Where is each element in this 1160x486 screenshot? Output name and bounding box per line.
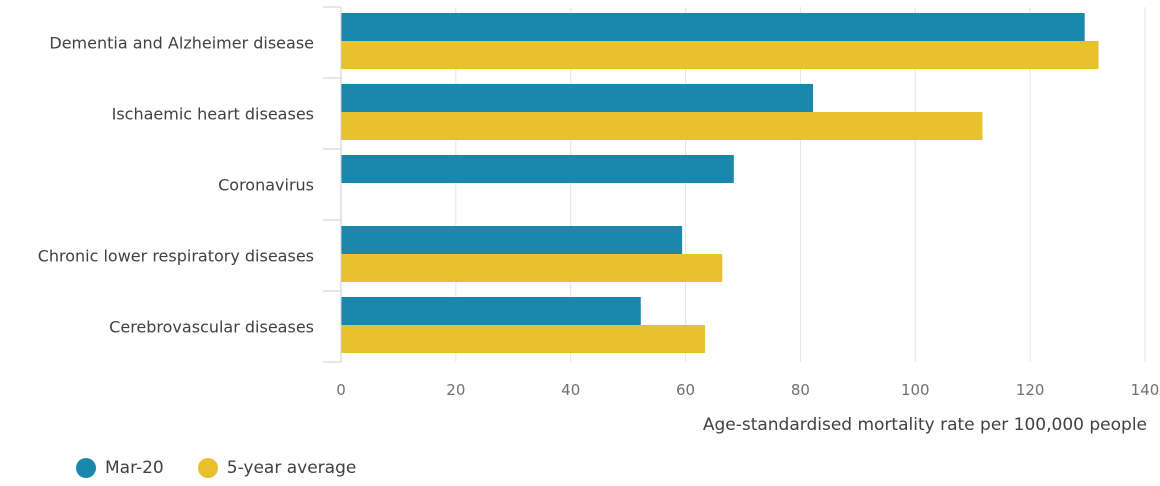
x-axis-title: Age-standardised mortality rate per 100,… (703, 415, 1147, 435)
bar-mar-20-cerebrovascular-diseases[interactable] (341, 297, 641, 325)
x-tick-label-0: 0 (336, 381, 346, 399)
bar-mar-20-ischaemic-heart-diseases[interactable] (341, 84, 814, 112)
legend-marker-5-year-average (197, 458, 218, 478)
bar-chart: 0 20 40 60 80 100 120 140 Dementia and Alzheimer… (38, 6, 1160, 435)
x-tick-label-20: 20 (446, 381, 465, 399)
x-tick-label-140: 140 (1131, 381, 1160, 399)
legend-label-mar-20: Mar-20 (105, 458, 164, 478)
bar-mar-20-chronic-lower-respiratory-diseases[interactable] (341, 226, 683, 254)
legend-label-5-year-average: 5-year average (226, 458, 357, 478)
category-label-coronavirus: Coronavirus (218, 176, 314, 195)
bar-5-year-average-chronic-lower-respiratory-diseases[interactable] (341, 254, 723, 282)
labels: 0 20 40 60 80 100 120 140 Dementia and Alzheimer… (38, 34, 1160, 400)
x-tick-label-100: 100 (901, 381, 930, 399)
category-label-cerebrovascular-diseases: Cerebrovascular diseases (109, 318, 314, 337)
x-tick-label-60: 60 (676, 381, 695, 399)
legend-item-5-year-average[interactable]: 5-year average (197, 458, 357, 478)
legend-marker-mar-20 (76, 458, 96, 478)
x-tick-label-40: 40 (561, 381, 580, 399)
bar-5-year-average-ischaemic-heart-diseases[interactable] (341, 112, 983, 140)
bar-mar-20-dementia-and-alzheimer-disease[interactable] (341, 13, 1085, 41)
bar-5-year-average-dementia-and-alzheimer-disease[interactable] (341, 41, 1099, 69)
legend: Mar-20 5-year average (76, 458, 356, 478)
axes (323, 6, 342, 363)
category-label-ischaemic-heart-diseases: Ischaemic heart diseases (112, 105, 314, 124)
category-label-dementia-and-alzheimer-disease: Dementia and Alzheimer disease (49, 34, 314, 53)
bar-mar-20-coronavirus[interactable] (341, 155, 734, 183)
bars (341, 13, 1099, 353)
x-tick-label-80: 80 (791, 381, 810, 399)
x-tick-label-120: 120 (1016, 381, 1045, 399)
legend-item-mar-20[interactable]: Mar-20 (76, 458, 164, 478)
bar-5-year-average-cerebrovascular-diseases[interactable] (341, 325, 706, 353)
category-label-chronic-lower-respiratory-diseases: Chronic lower respiratory diseases (38, 247, 314, 266)
